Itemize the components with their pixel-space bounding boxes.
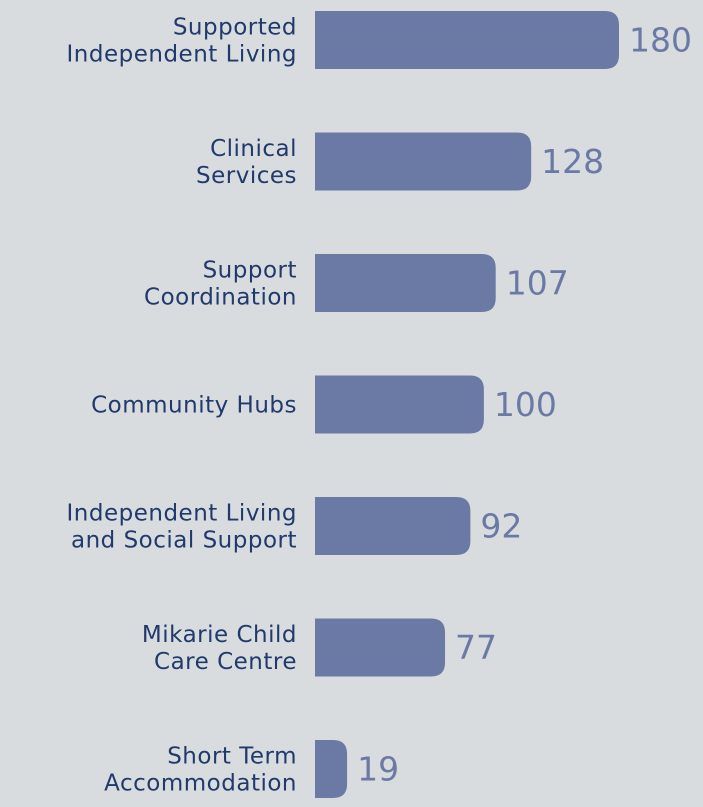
- category-label: Community Hubs: [91, 393, 297, 419]
- category-label: Supported Independent Living: [67, 15, 297, 68]
- value-label: 92: [480, 507, 522, 546]
- bar: [315, 11, 619, 69]
- value-label: 100: [494, 385, 557, 424]
- category-label: Support Coordination: [144, 258, 297, 311]
- bar: [315, 740, 348, 798]
- category-label: Independent Living and Social Support: [67, 501, 297, 554]
- bar: [315, 618, 446, 677]
- value-label: 107: [506, 264, 569, 303]
- value-label: 77: [455, 628, 497, 667]
- category-label: Mikarie Child Care Centre: [142, 622, 297, 675]
- bar: [315, 254, 496, 312]
- value-label: 19: [357, 750, 399, 789]
- bar: [315, 497, 471, 555]
- bar: [315, 132, 532, 191]
- value-label: 128: [541, 142, 604, 181]
- value-label: 180: [629, 21, 692, 60]
- bar: [315, 375, 484, 434]
- category-label: Clinical Services: [196, 136, 297, 189]
- category-label: Short Term Accommodation: [104, 744, 297, 797]
